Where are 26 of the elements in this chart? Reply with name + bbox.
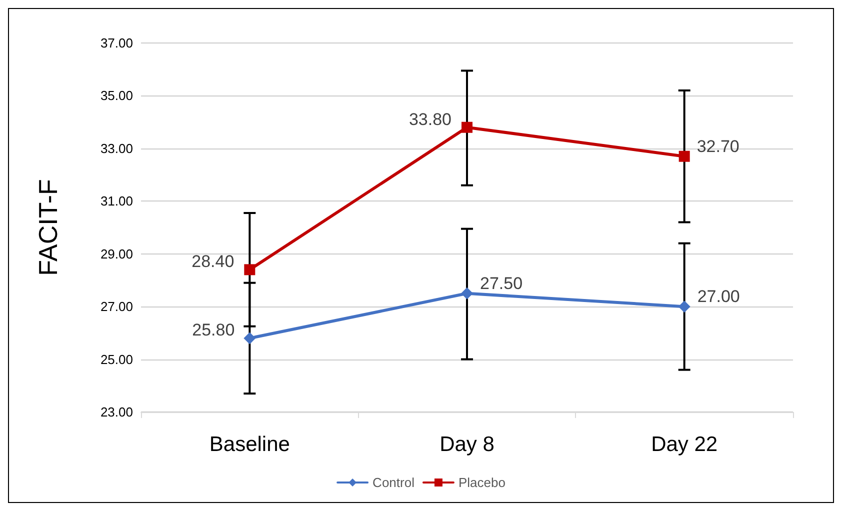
- point: [461, 287, 473, 300]
- x-tick-label: Day 22: [651, 433, 718, 456]
- y-tick-label: 23.00: [100, 404, 133, 420]
- point: [244, 264, 256, 276]
- data-label: 28.40: [192, 252, 234, 272]
- y-tick-label: 35.00: [100, 88, 133, 104]
- y-tick-label: 29.00: [100, 246, 133, 262]
- y-axis-title: FACIT-F: [33, 179, 63, 276]
- legend-label: Control: [372, 475, 415, 490]
- point: [678, 300, 690, 313]
- point: [678, 150, 690, 162]
- point: [244, 332, 256, 344]
- data-label: 33.80: [408, 110, 452, 129]
- data-label: 32.70: [696, 136, 740, 156]
- data-label: 27.00: [697, 287, 740, 306]
- legend-label: Placebo: [458, 475, 506, 490]
- y-tick-label: 33.00: [100, 140, 133, 156]
- y-tick-label: 37.00: [100, 36, 133, 50]
- y-tick-label: 31.00: [100, 194, 133, 209]
- data-label: 27.50: [480, 274, 523, 293]
- x-tick-label: Day 8: [440, 433, 494, 456]
- x-tick-label: Baseline: [209, 433, 290, 456]
- y-tick-label: 27.00: [100, 299, 133, 314]
- data-label: 25.80: [192, 320, 235, 340]
- point: [462, 122, 472, 133]
- y-tick-label: 25.00: [100, 352, 133, 367]
